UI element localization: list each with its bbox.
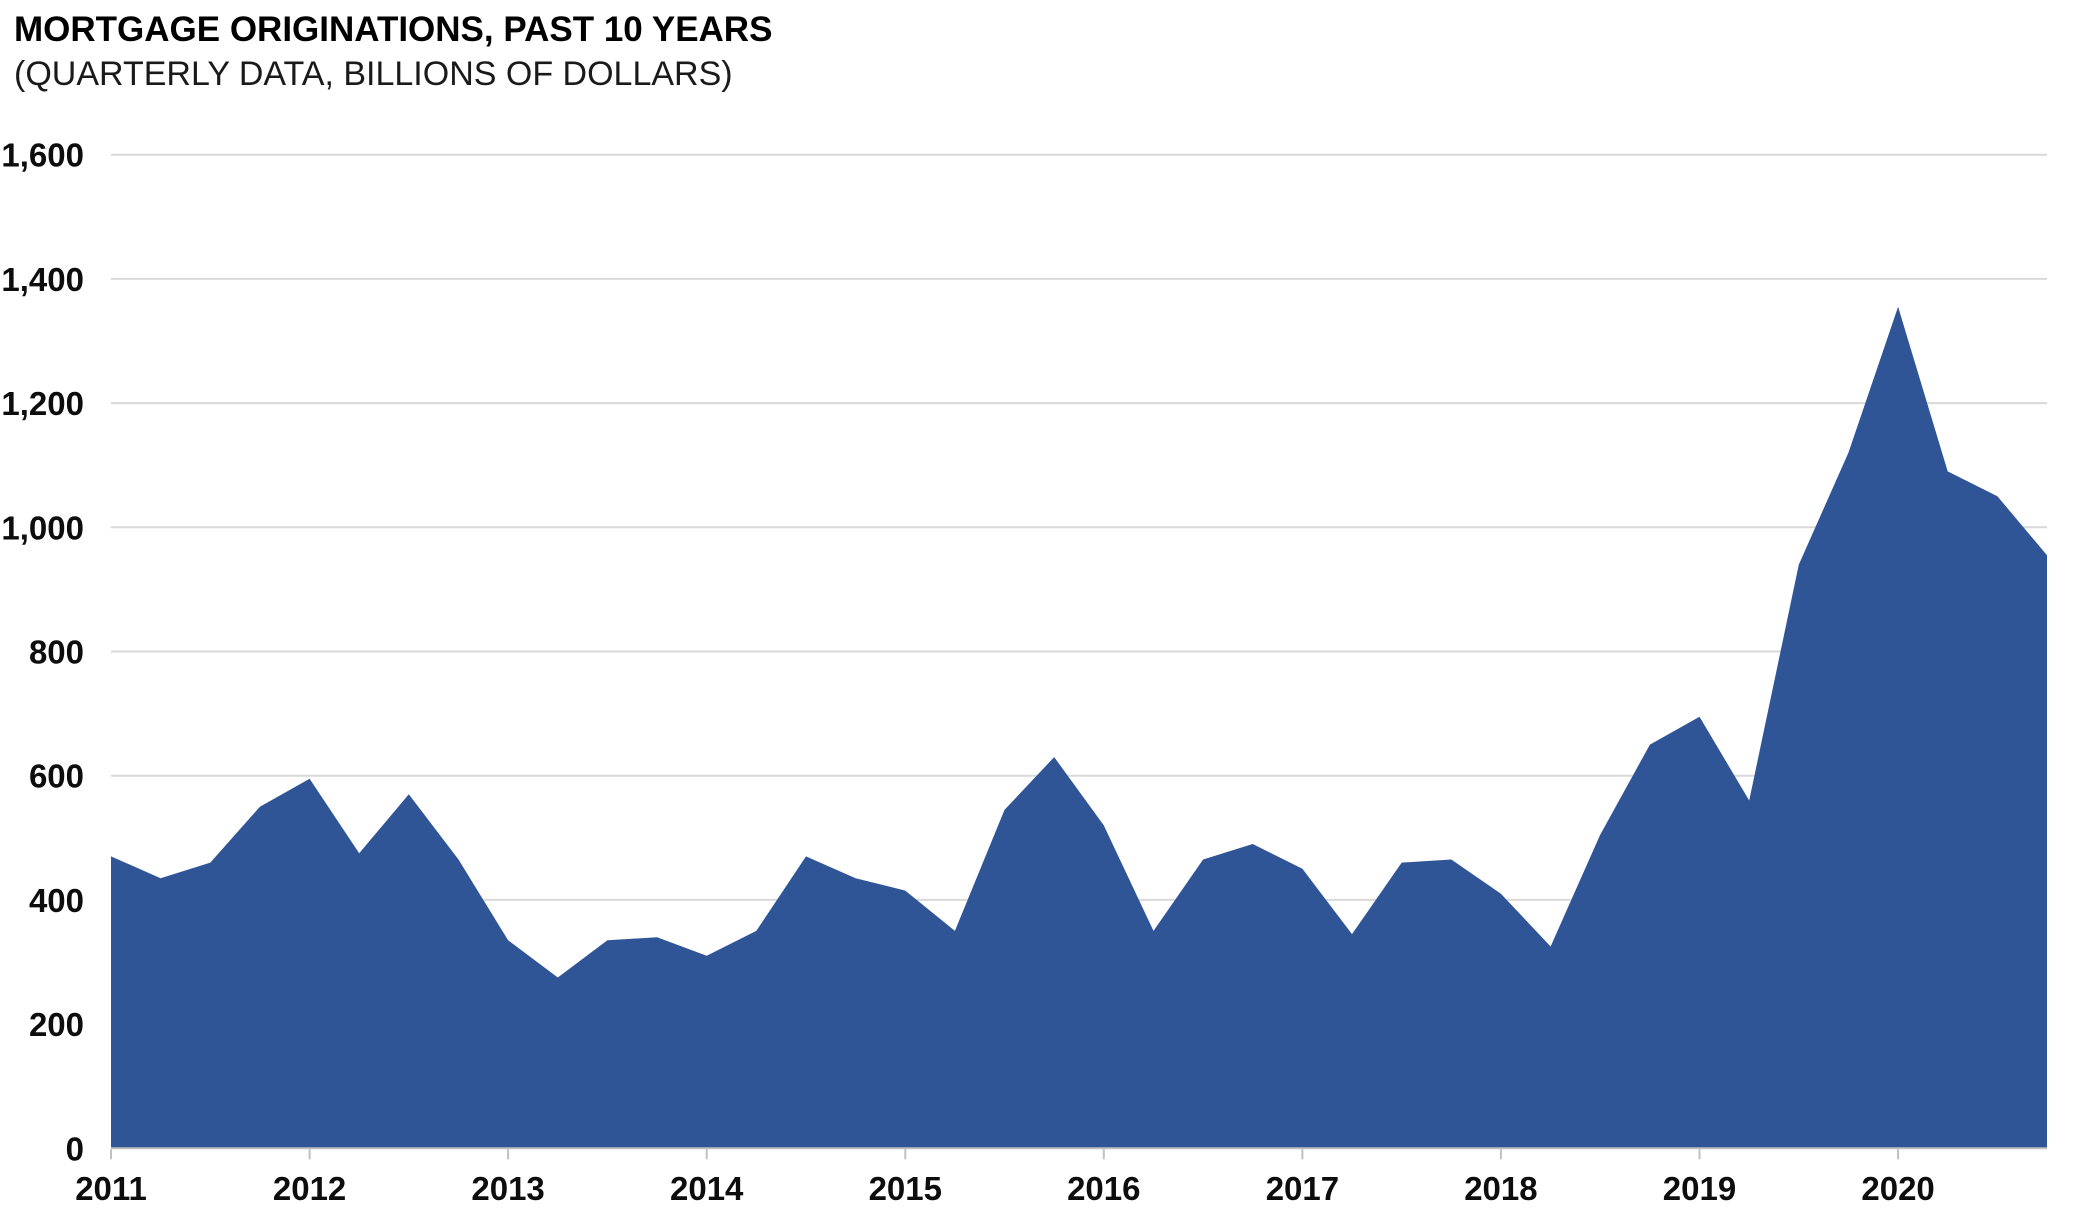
y-axis-label: 1,200 [1, 385, 84, 422]
area-series-mortgage-originations [111, 306, 2047, 1149]
series-group [111, 306, 2047, 1149]
x-axis-label: 2020 [1861, 1170, 1934, 1207]
y-axis-label: 1,400 [1, 261, 84, 298]
y-axis-label: 600 [29, 758, 84, 795]
chart-header: MORTGAGE ORIGINATIONS, PAST 10 YEARS (QU… [14, 8, 772, 96]
y-axis-label: 400 [29, 882, 84, 919]
x-axis-label: 2015 [869, 1170, 942, 1207]
axis-labels-group: 0 200 400 600 800 1,000 1,200 1,400 1,600 2011 201… [1, 137, 1934, 1207]
x-axis-label: 2017 [1266, 1170, 1339, 1207]
axes-group [110, 1147, 2047, 1160]
y-axis-label: 1,000 [1, 509, 84, 546]
y-axis-label: 800 [29, 634, 84, 671]
x-axis-label: 2012 [273, 1170, 346, 1207]
x-axis-label: 2011 [75, 1170, 147, 1207]
x-axis-label: 2013 [471, 1170, 544, 1207]
y-axis-label: 0 [66, 1130, 84, 1167]
x-axis-label: 2019 [1663, 1170, 1736, 1207]
x-axis-label: 2018 [1464, 1170, 1537, 1207]
y-axis-label: 1,600 [1, 137, 84, 174]
chart-title: MORTGAGE ORIGINATIONS, PAST 10 YEARS [14, 10, 773, 49]
chart-subtitle: (QUARTERLY DATA, BILLIONS OF DOLLARS) [14, 55, 733, 93]
y-axis-label: 200 [29, 1006, 84, 1043]
x-axis-label: 2016 [1067, 1170, 1140, 1207]
x-axis-label: 2014 [670, 1170, 744, 1207]
